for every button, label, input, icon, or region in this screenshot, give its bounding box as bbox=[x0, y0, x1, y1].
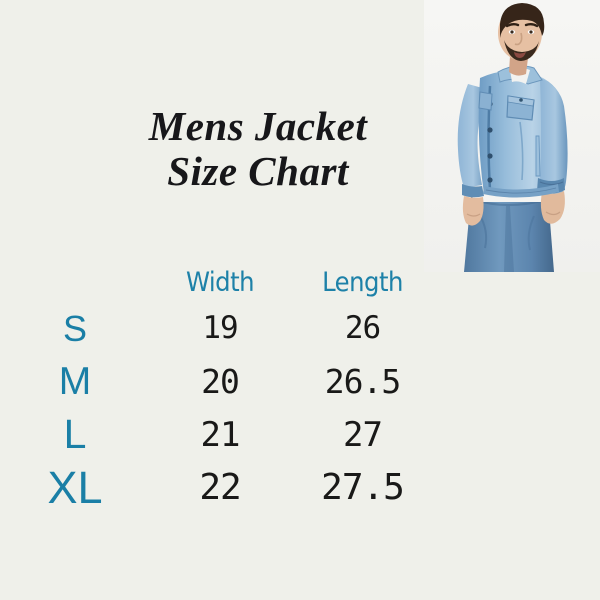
length-value-l: 27 bbox=[343, 414, 383, 455]
table-row: S 19 26 bbox=[0, 302, 600, 355]
table-header-row: Width Length bbox=[0, 262, 600, 302]
size-label-l: L bbox=[63, 411, 87, 457]
size-label-xl: XL bbox=[47, 462, 103, 513]
table-row: L 21 27 bbox=[0, 408, 600, 461]
length-value-m: 26.5 bbox=[324, 362, 401, 401]
column-header-width: Width bbox=[185, 266, 255, 298]
model-photo bbox=[424, 0, 600, 272]
table-row: M 20 26.5 bbox=[0, 355, 600, 408]
size-label-m: M bbox=[58, 360, 92, 403]
title-line-1: Mens Jacket bbox=[148, 103, 368, 149]
size-chart-table: Width Length S 19 26 M 20 26.5 L 21 27 X… bbox=[0, 262, 600, 514]
title-line-2: Size Chart bbox=[167, 148, 349, 194]
page-title: Mens Jacket Size Chart bbox=[0, 104, 516, 194]
table-row: XL 22 27.5 bbox=[0, 461, 600, 514]
size-label-s: S bbox=[62, 307, 87, 349]
width-value-xl: 22 bbox=[199, 466, 241, 508]
column-header-length: Length bbox=[322, 266, 403, 298]
length-value-s: 26 bbox=[344, 310, 381, 346]
width-value-m: 20 bbox=[201, 362, 240, 401]
length-value-xl: 27.5 bbox=[321, 466, 405, 508]
width-value-l: 21 bbox=[200, 414, 241, 455]
width-value-s: 19 bbox=[202, 310, 238, 346]
